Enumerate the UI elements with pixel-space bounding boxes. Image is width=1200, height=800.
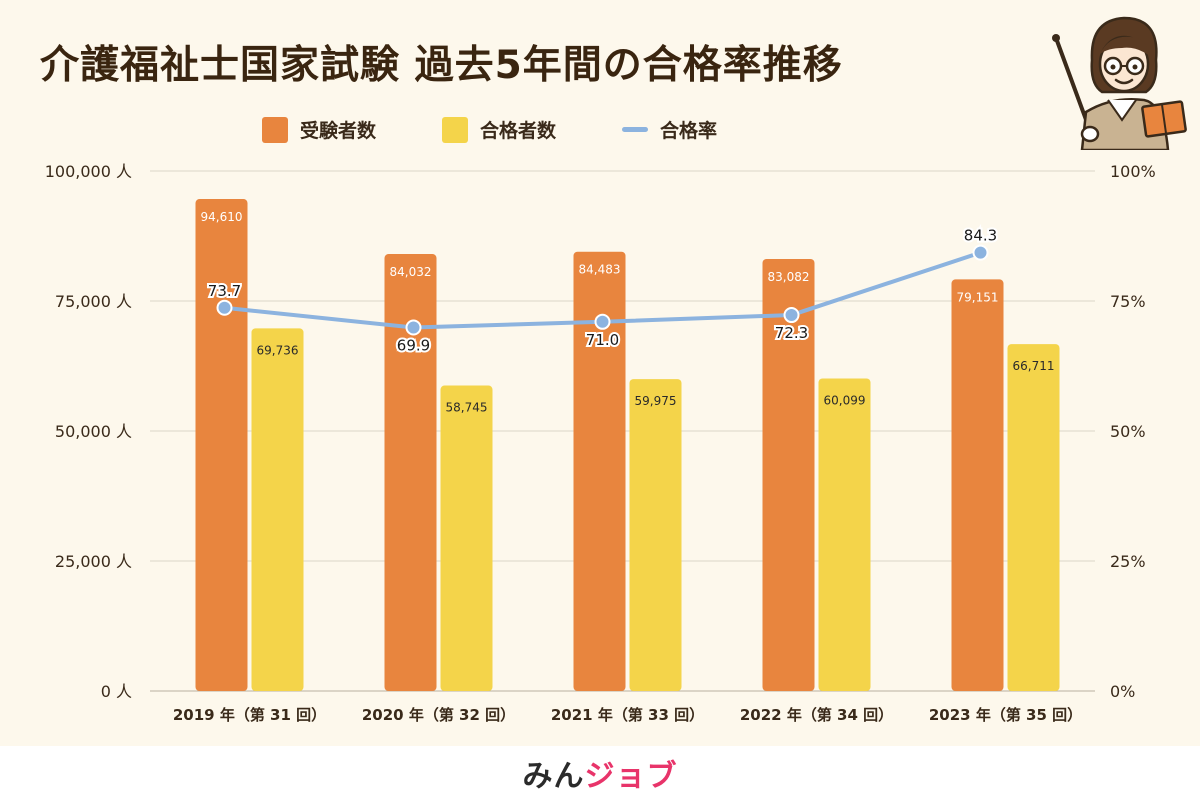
bar-label-passers: 60,099 bbox=[824, 393, 866, 407]
bar-label-passers: 66,711 bbox=[1013, 359, 1055, 373]
chart-title: 介護福祉士国家試験 過去5年間の合格率推移 bbox=[40, 43, 843, 88]
legend-item-passers: 合格者数 bbox=[442, 116, 556, 143]
legend-label-passers: 合格者数 bbox=[480, 120, 557, 142]
y-right-tick-label: 25% bbox=[1110, 552, 1146, 571]
bar-label-passers: 69,736 bbox=[257, 343, 299, 357]
rate-label: 84.3 bbox=[964, 227, 997, 245]
rate-label: 72.3 bbox=[775, 324, 808, 342]
bar-examinees bbox=[951, 279, 1004, 691]
legend-label-rate: 合格率 bbox=[660, 120, 718, 142]
y-left-tick-label: 50,000 人 bbox=[55, 422, 132, 441]
bar-passers bbox=[1007, 344, 1060, 691]
y-right-tick-label: 50% bbox=[1110, 422, 1146, 441]
legend-label-examinees: 受験者数 bbox=[300, 120, 377, 142]
rate-label: 71.0 bbox=[586, 331, 619, 349]
legend: 受験者数 合格者数 合格率 bbox=[262, 116, 717, 143]
bar-label-examinees: 84,032 bbox=[390, 265, 432, 279]
bar-examinees bbox=[195, 199, 248, 691]
x-tick-label: 2023 年（第 35 回） bbox=[929, 706, 1082, 724]
rate-point bbox=[216, 299, 233, 316]
y-left-tick-label: 0 人 bbox=[101, 682, 132, 701]
rate-label: 73.7 bbox=[208, 282, 241, 300]
x-tick-label: 2022 年（第 34 回） bbox=[740, 706, 893, 724]
bar-label-examinees: 83,082 bbox=[768, 270, 810, 284]
bar-passers bbox=[440, 385, 493, 691]
brand-logo: みんジョブ bbox=[522, 759, 678, 794]
legend-item-rate: 合格率 bbox=[622, 116, 717, 143]
rate-point bbox=[594, 313, 611, 330]
x-tick-label: 2020 年（第 32 回） bbox=[362, 706, 515, 724]
rate-point bbox=[783, 307, 800, 324]
bar-examinees bbox=[573, 251, 626, 691]
y-left-tick-label: 25,000 人 bbox=[55, 552, 132, 571]
rate-point bbox=[405, 319, 422, 336]
bar-label-passers: 59,975 bbox=[635, 394, 677, 408]
legend-swatch-passers bbox=[442, 116, 469, 143]
y-right-tick-label: 0% bbox=[1110, 682, 1135, 701]
bar-label-examinees: 84,483 bbox=[579, 263, 621, 277]
teacher-illustration bbox=[1052, 16, 1187, 150]
bar-passers bbox=[818, 378, 871, 691]
pass-rate-chart: 0 人 25,000 人 50,000 人 75,000 人 100,000 人 0% 25… bbox=[45, 162, 1156, 724]
y-right-tick-label: 100% bbox=[1110, 162, 1156, 181]
bar-examinees bbox=[762, 258, 815, 691]
y-left-tick-label: 75,000 人 bbox=[55, 292, 132, 311]
rate-point bbox=[972, 244, 989, 261]
bar-label-examinees: 94,610 bbox=[201, 210, 243, 224]
bar-examinees bbox=[384, 254, 437, 691]
footer: みんジョブ bbox=[0, 746, 1200, 800]
bar-passers bbox=[251, 328, 304, 691]
bar-label-examinees: 79,151 bbox=[957, 290, 999, 304]
y-left-tick-label: 100,000 人 bbox=[45, 162, 132, 181]
x-tick-label: 2021 年（第 33 回） bbox=[551, 706, 704, 724]
rate-label: 69.9 bbox=[397, 337, 430, 355]
y-right-tick-label: 75% bbox=[1110, 292, 1146, 311]
legend-swatch-examinees bbox=[262, 116, 288, 143]
bar-label-passers: 58,745 bbox=[446, 401, 488, 415]
x-tick-label: 2019 年（第 31 回） bbox=[173, 706, 326, 724]
bar-passers bbox=[629, 379, 682, 691]
legend-item-examinees: 受験者数 bbox=[262, 116, 376, 143]
legend-swatch-rate bbox=[622, 127, 649, 132]
